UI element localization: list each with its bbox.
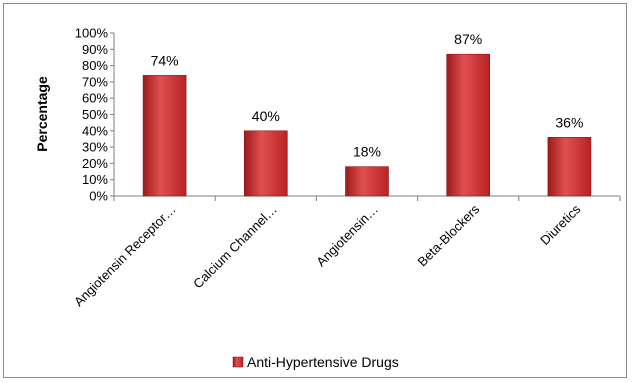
x-tick-label: Angiotensin Receptor…: [71, 202, 179, 310]
bar: [345, 166, 389, 197]
bars: [142, 53, 592, 197]
data-label: 40%: [252, 108, 280, 124]
x-axis-ticks: Angiotensin Receptor… Calcium Channel… Ang…: [71, 196, 621, 310]
y-axis-ticks: 0% 10%20%30% 40%50%60% 70%80%90%100%: [75, 26, 114, 204]
x-tick-label: Beta-Blockers: [414, 201, 482, 269]
y-tick-label: 70%: [82, 74, 108, 89]
data-labels: 74% 40% 18% 87% 36%: [151, 31, 584, 159]
bar: [244, 130, 288, 197]
data-label: 74%: [151, 52, 179, 68]
y-axis-label: Percentage: [34, 76, 50, 152]
bar: [547, 137, 592, 197]
data-label: 87%: [454, 31, 482, 47]
y-tick-label: 50%: [82, 107, 108, 122]
y-tick-label: 40%: [82, 123, 108, 138]
legend: Anti-Hypertensive Drugs: [232, 354, 399, 370]
y-tick-label: 0%: [89, 189, 108, 204]
y-tick-label: 30%: [82, 140, 108, 155]
chart-frame: [3, 3, 627, 378]
data-label: 18%: [353, 144, 381, 160]
y-tick-label: 90%: [82, 42, 108, 57]
x-tick-label: Calcium Channel…: [190, 202, 280, 292]
y-tick-label: 100%: [75, 26, 109, 41]
bar: [446, 53, 491, 197]
y-tick-label: 80%: [82, 58, 108, 73]
y-tick-label: 20%: [82, 156, 108, 171]
x-tick-label: Angiotensin…: [313, 202, 381, 270]
legend-entry: Anti-Hypertensive Drugs: [247, 354, 399, 370]
data-label: 36%: [555, 114, 583, 130]
y-tick-label: 60%: [82, 91, 108, 106]
legend-swatch: [232, 356, 244, 368]
bar: [142, 75, 187, 197]
x-tick-label: Diuretics: [537, 201, 584, 248]
y-tick-label: 10%: [82, 172, 108, 187]
